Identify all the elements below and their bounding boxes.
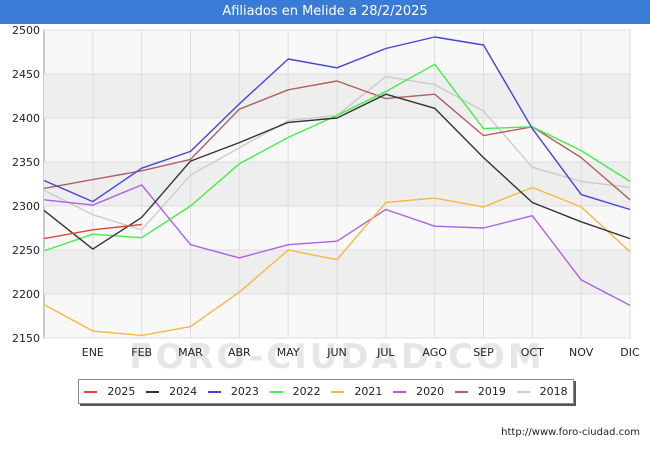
x-tick-label: NOV <box>569 346 594 359</box>
legend-label: 2020 <box>416 385 445 398</box>
legend-item-2022: 2022 <box>269 385 321 398</box>
legend-swatch <box>84 390 98 393</box>
y-tick-label: 2250 <box>12 244 40 257</box>
x-tick-label: OCT <box>521 346 544 359</box>
legend-item-2021: 2021 <box>331 385 382 398</box>
legend-swatch <box>454 390 468 393</box>
y-tick-label: 2150 <box>12 332 40 345</box>
legend-item-2018: 2018 <box>516 385 568 398</box>
legend-swatch <box>516 390 530 393</box>
x-tick-label: AGO <box>422 346 447 359</box>
legend-swatch <box>393 390 407 393</box>
legend-swatch <box>146 390 160 393</box>
y-tick-label: 2350 <box>12 156 40 169</box>
x-tick-label: JUN <box>326 346 347 359</box>
legend-item-2024: 2024 <box>146 385 197 398</box>
legend-label: 2019 <box>477 385 506 398</box>
y-tick-label: 2450 <box>12 68 40 81</box>
x-tick-label: ENE <box>82 346 104 359</box>
y-tick-label: 2400 <box>12 112 40 125</box>
legend-item-2023: 2023 <box>207 385 259 398</box>
x-tick-label: MAY <box>277 346 300 359</box>
series-line-2021 <box>43 186 631 337</box>
series-line-2025 <box>43 223 142 240</box>
legend-item-2019: 2019 <box>454 385 506 398</box>
series-line-2020 <box>43 184 631 307</box>
x-tick-label: ABR <box>228 346 251 359</box>
x-tick-label: JUL <box>376 346 395 359</box>
legend-label: 2025 <box>107 385 136 398</box>
legend-swatch <box>331 390 345 393</box>
x-tick-label: SEP <box>473 346 494 359</box>
legend-label: 2018 <box>539 385 568 398</box>
y-tick-label: 2200 <box>12 288 40 301</box>
legend-swatch <box>207 390 221 393</box>
legend-label: 2024 <box>169 385 198 398</box>
series-line-2024 <box>43 93 631 250</box>
legend-label: 2022 <box>292 385 321 398</box>
line-chart: FORO-CIUDAD.COM 2150 2200 2250 2300 2350 2400… <box>12 24 640 374</box>
x-tick-label: MAR <box>178 346 203 359</box>
chart-title: Afiliados en Melide a 28/2/2025 <box>0 0 650 24</box>
legend-item-2020: 2020 <box>393 385 444 398</box>
legend-item-2025: 2025 <box>84 385 135 398</box>
watermark: FORO-CIUDAD.COM <box>129 337 545 374</box>
source-url: http://www.foro-ciudad.com <box>501 427 640 438</box>
x-tick-label: DIC <box>620 346 640 359</box>
series-line-2023 <box>43 36 631 211</box>
legend-swatch <box>269 390 283 393</box>
legend-label: 2021 <box>354 385 383 398</box>
y-tick-label: 2300 <box>12 200 40 213</box>
x-tick-label: FEB <box>131 346 152 359</box>
legend: 2025 2024 2023 2022 2021 2020 2019 2018 <box>78 379 574 404</box>
series-line-2022 <box>43 63 631 252</box>
legend-label: 2023 <box>230 385 259 398</box>
y-tick-label: 2500 <box>12 24 40 37</box>
